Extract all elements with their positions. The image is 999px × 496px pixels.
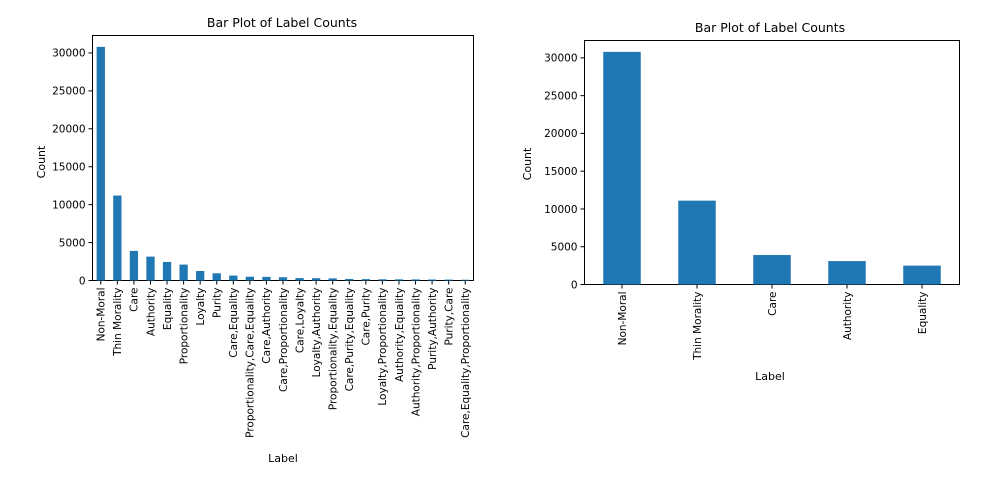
chart-left-bar xyxy=(179,264,188,281)
chart-left-plot-frame xyxy=(92,35,474,281)
chart-left-x-tick-label: Care,Equality xyxy=(228,288,240,358)
chart-left-x-tick-label: Care xyxy=(129,288,141,312)
chart-left-y-tick-label: 10000 xyxy=(52,199,85,211)
chart-left-bar xyxy=(328,278,337,281)
chart-right-y-tick-label: 15000 xyxy=(544,166,577,178)
chart-left-bar xyxy=(229,275,238,281)
chart-right-x-tick-label: Non-Moral xyxy=(617,292,629,346)
chart-right-bar xyxy=(678,200,716,285)
chart-right-bars xyxy=(603,51,941,285)
chart-left-bar xyxy=(345,278,354,281)
chart-right-x-tick-label: Equality xyxy=(917,292,929,335)
chart-right-y-tick-label: 5000 xyxy=(551,242,578,254)
chart-left-x-tick-label: Care,Purity xyxy=(361,288,373,346)
chart-right-x-ticks: Non-Moral Thin Morality Care Authority Equal… xyxy=(617,284,929,361)
chart-left-x-tick-label: Care,Loyalty xyxy=(294,288,306,354)
chart-left-bar xyxy=(245,276,255,281)
chart-left-bar xyxy=(196,271,205,281)
chart-left-bar xyxy=(361,279,370,281)
chart-left-x-tick-label: Purity xyxy=(212,288,224,318)
chart-right-bar xyxy=(753,255,791,285)
chart-right-bar xyxy=(903,265,941,285)
chart-left-x-tick-label: Equality xyxy=(162,288,174,331)
chart-left-bar xyxy=(113,195,122,281)
chart-left-bar xyxy=(411,279,420,281)
chart-left-x-tick-label: Loyalty,Proportionality xyxy=(377,288,389,406)
chart-left-bar xyxy=(278,277,288,281)
chart-left-bar xyxy=(394,279,404,281)
chart-left-x-tick-label: Authority xyxy=(145,288,157,337)
chart-left-bar xyxy=(96,46,105,281)
chart-left-bar xyxy=(461,279,470,281)
chart-left: Bar Plot of Label Counts Count Label 0 50… xyxy=(35,15,474,465)
chart-left-x-tick-label: Care,Proportionality xyxy=(278,288,290,392)
chart-left-bar xyxy=(444,279,453,281)
chart-left-x-tick-label: Care,Purity,Equality xyxy=(344,288,356,392)
chart-right-y-tick-label: 10000 xyxy=(544,204,577,216)
chart-left-x-tick-label: Thin Morality xyxy=(112,288,124,357)
chart-left-bar xyxy=(295,278,304,281)
chart-left-y-tick-label: 20000 xyxy=(52,124,85,136)
chart-left-y-tick-label: 30000 xyxy=(52,48,85,60)
chart-left-y-ticks: 0 5000 10000 15000 20000 25000 30000 xyxy=(52,48,93,287)
chart-left-x-tick-label: Non-Moral xyxy=(96,288,108,342)
chart-left-title: Bar Plot of Label Counts xyxy=(207,15,357,30)
chart-left-x-tick-label: Care,Authority xyxy=(261,288,273,364)
chart-left-bar xyxy=(146,256,155,281)
chart-left-y-tick-label: 15000 xyxy=(52,162,85,174)
chart-left-bar xyxy=(262,276,271,281)
chart-left-bars xyxy=(96,46,470,281)
chart-left-x-tick-label: Authority,Proportionality xyxy=(410,288,422,417)
chart-left-x-tick-label: Purity,Care xyxy=(443,288,455,346)
chart-right-x-tick-label: Care xyxy=(767,292,779,316)
chart-right-bar xyxy=(828,261,866,285)
chart-right-y-tick-label: 25000 xyxy=(544,90,577,102)
chart-left-x-ticks: Non-Moral Thin Morality Care Authority Equal… xyxy=(96,280,472,438)
chart-left-x-tick-label: Loyalty xyxy=(195,288,207,326)
chart-left-bar xyxy=(212,273,221,281)
chart-right-x-tick-label: Thin Morality xyxy=(692,292,704,361)
chart-left-y-tick-label: 5000 xyxy=(59,237,86,249)
chart-left-y-axis-label: Count xyxy=(35,145,48,178)
chart-left-x-tick-label: Proportionality,Care,Equality xyxy=(245,288,257,438)
chart-right-y-ticks: 0 5000 10000 15000 20000 25000 30000 xyxy=(544,53,585,291)
chart-left-bar xyxy=(129,250,139,281)
chart-left-y-tick-label: 0 xyxy=(79,275,86,287)
chart-right-x-tick-label: Authority xyxy=(842,292,854,341)
chart-left-y-tick-label: 25000 xyxy=(52,86,85,98)
chart-right-title: Bar Plot of Label Counts xyxy=(695,20,845,35)
chart-left-x-tick-label: Proportionality xyxy=(178,288,190,365)
chart-left-x-tick-label: Care,Equality,Proportionality xyxy=(460,288,472,438)
chart-left-bar xyxy=(378,279,387,281)
chart-left-x-axis-label: Label xyxy=(268,452,298,465)
chart-left-bar xyxy=(427,279,437,281)
chart-right-y-tick-label: 30000 xyxy=(544,53,577,65)
chart-right-y-tick-label: 0 xyxy=(571,279,578,291)
chart-left-bar xyxy=(162,261,172,281)
chart-left-x-tick-label: Proportionality,Equality xyxy=(327,288,339,411)
chart-right-bar xyxy=(603,51,641,285)
chart-right: Bar Plot of Label Counts Count Label 0 50… xyxy=(521,20,960,383)
chart-right-y-axis-label: Count xyxy=(521,147,534,180)
chart-left-bar xyxy=(311,278,321,281)
chart-right-y-tick-label: 20000 xyxy=(544,128,577,140)
chart-left-x-tick-label: Authority,Equality xyxy=(394,288,406,383)
chart-left-x-tick-label: Loyalty,Authority xyxy=(311,288,323,378)
chart-right-x-axis-label: Label xyxy=(755,370,785,383)
chart-left-x-tick-label: Purity,Authority xyxy=(427,288,439,370)
